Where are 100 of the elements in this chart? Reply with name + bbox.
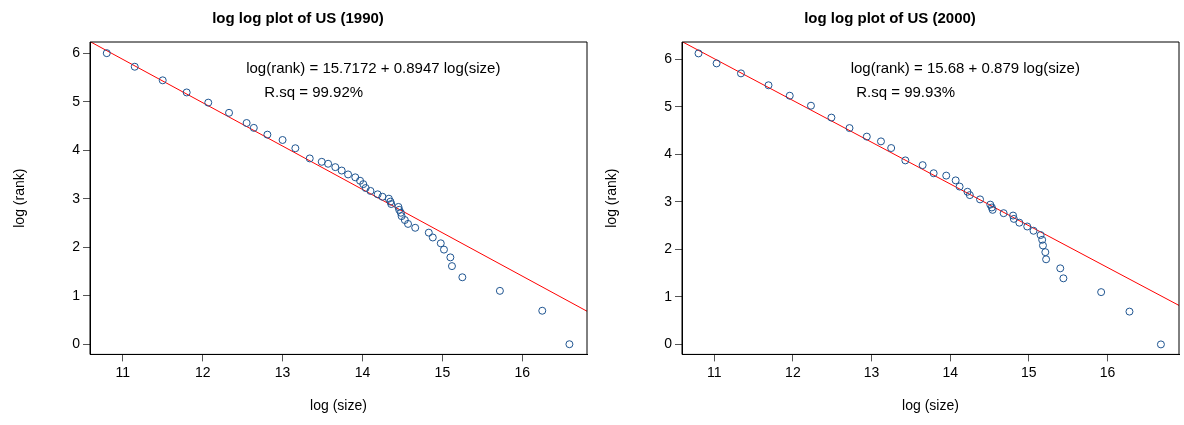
y-tick-label: 1 [72, 286, 81, 303]
point [1029, 226, 1038, 235]
point [1009, 211, 1018, 220]
point [918, 161, 927, 170]
point [694, 49, 703, 58]
point [1056, 264, 1065, 273]
point [305, 154, 314, 163]
point [736, 69, 745, 78]
point [249, 123, 258, 132]
point [130, 62, 139, 71]
point [712, 59, 721, 68]
point [361, 184, 370, 193]
x-tick-label: 13 [274, 363, 291, 380]
annotation: log(rank) = 15.7172 + 0.8947 log(size) [246, 59, 501, 77]
point [1036, 231, 1045, 240]
x-tick-label: 12 [785, 363, 801, 380]
point [386, 197, 395, 206]
point [366, 186, 375, 195]
point [1038, 235, 1047, 244]
point [359, 180, 368, 189]
y-tick-label: 3 [664, 192, 673, 209]
y-tick-label: 0 [664, 335, 673, 352]
point [538, 306, 547, 315]
x-axis-title: log (size) [310, 397, 367, 414]
y-tick-label: 2 [664, 240, 673, 257]
annotation: R.sq = 99.93% [856, 83, 956, 101]
point [1059, 274, 1068, 283]
point [929, 169, 938, 178]
point [963, 187, 972, 196]
y-axis-title: log (rank) [11, 168, 28, 228]
point [806, 101, 815, 110]
point [458, 273, 467, 282]
point [337, 166, 346, 175]
point [387, 200, 396, 209]
y-tick-label: 1 [664, 287, 673, 304]
point [999, 209, 1008, 218]
point [446, 253, 455, 262]
point [404, 219, 413, 228]
x-tick-label: 11 [115, 363, 131, 380]
x-tick-label: 12 [194, 363, 211, 380]
x-tick-label: 15 [1021, 363, 1037, 380]
x-tick-label: 16 [1099, 363, 1116, 380]
y-tick-label: 6 [72, 44, 81, 61]
point [344, 170, 353, 179]
point [384, 194, 393, 203]
point [204, 98, 213, 107]
point [378, 192, 387, 201]
point [447, 262, 456, 271]
point [317, 157, 326, 166]
point [901, 156, 910, 165]
point [887, 144, 896, 153]
point [394, 202, 403, 211]
point [291, 144, 300, 153]
point [845, 124, 854, 133]
x-axis-title: log (size) [902, 397, 959, 414]
point [785, 91, 794, 100]
point [1038, 241, 1047, 250]
point [439, 245, 448, 254]
y-tick-label: 3 [72, 189, 81, 206]
point [411, 223, 420, 232]
point [158, 76, 167, 85]
point [436, 239, 445, 248]
point [1097, 288, 1106, 297]
point [955, 182, 964, 191]
point [495, 286, 504, 295]
point [182, 88, 191, 97]
x-tick-label: 13 [863, 363, 880, 380]
point [565, 340, 574, 349]
x-tick-label: 16 [514, 363, 531, 380]
point [862, 132, 871, 141]
y-tick-label: 5 [72, 92, 81, 109]
point [331, 163, 340, 172]
point [951, 176, 960, 185]
y-tick-label: 5 [664, 97, 673, 114]
point [827, 113, 836, 122]
point [242, 119, 251, 128]
point [225, 108, 234, 117]
point [102, 49, 111, 58]
point [1023, 222, 1032, 231]
point [397, 212, 406, 221]
point [764, 81, 773, 90]
annotation: R.sq = 99.92% [264, 83, 364, 101]
y-tick-label: 6 [664, 49, 673, 66]
point [356, 176, 365, 185]
point [278, 135, 287, 144]
chart-title: log log plot of US (2000) [804, 9, 976, 27]
point [876, 137, 885, 146]
y-tick-label: 2 [72, 238, 81, 255]
y-tick-label: 0 [72, 335, 81, 352]
point [324, 159, 333, 168]
point [976, 195, 985, 204]
x-tick-label: 14 [942, 363, 959, 380]
point [395, 205, 404, 214]
x-tick-label: 14 [354, 363, 371, 380]
point [1125, 307, 1134, 316]
chart-title: log log plot of US (1990) [212, 9, 384, 27]
point [396, 208, 405, 217]
y-axis-title: log (rank) [603, 168, 620, 228]
point [428, 233, 437, 242]
x-tick-label: 11 [706, 363, 722, 380]
